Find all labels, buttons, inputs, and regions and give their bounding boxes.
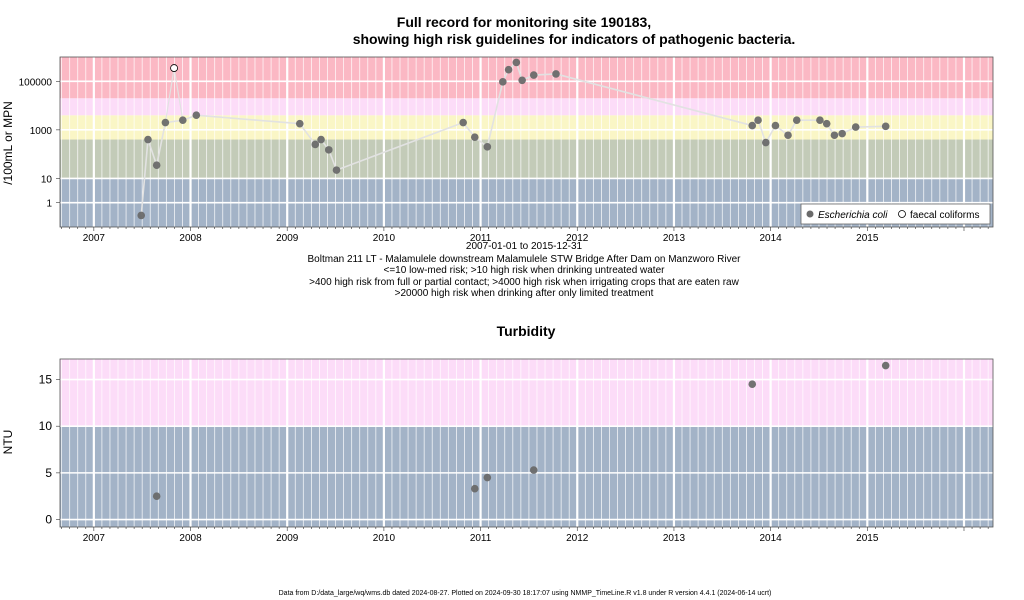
- x-tick-label: 2011: [470, 533, 492, 544]
- ecoli-point: [754, 116, 762, 124]
- ecoli-plot-panel: 2007 2008 2009 2010 2011 2012 2013 2014 2015 1 10 1…: [19, 56, 994, 244]
- ecoli-point: [332, 166, 341, 174]
- ecoli-point: [518, 76, 526, 85]
- ecoli-point: [192, 111, 201, 120]
- ecoli-point: [838, 129, 846, 138]
- turbidity-point: [483, 473, 492, 482]
- legend-faecal-marker: [898, 210, 906, 218]
- ecoli-point: [161, 118, 170, 127]
- y-tick-label: 15: [39, 373, 53, 387]
- caption-date-range: 2007-01-01 to 2015-12-31: [466, 241, 583, 252]
- x-tick-label: 2010: [373, 533, 396, 544]
- legend-ecoli-marker: [806, 210, 814, 218]
- x-tick-label: 2009: [276, 533, 299, 544]
- ecoli-trend-line: [140, 60, 886, 216]
- legend: Escherichia coli faecal coliforms: [800, 203, 991, 225]
- ecoli-point: [881, 122, 890, 131]
- x-tick-label: 2015: [856, 533, 879, 544]
- legend-faecal-label: faecal coliforms: [910, 210, 979, 221]
- x-tick-label: 2008: [179, 533, 202, 544]
- caption-site-name: Boltman 211 LT - Malamulele downstream M…: [308, 254, 742, 265]
- ecoli-point: [144, 135, 152, 144]
- ecoli-point: [459, 118, 467, 127]
- turbidity-point: [881, 361, 890, 370]
- turbidity-plot-panel: 2007 2008 2009 2010 2011 2012 2013 2014 2015 0 5 10…: [39, 358, 994, 544]
- ecoli-point: [784, 131, 792, 140]
- turbidity-point: [152, 492, 161, 501]
- plot-frame: [59, 358, 994, 528]
- ecoli-point: [470, 133, 479, 141]
- ecoli-point: [324, 146, 333, 154]
- y-tick-label: 1: [46, 199, 52, 210]
- ecoli-point: [822, 119, 831, 128]
- ecoli-point: [311, 140, 320, 149]
- ecoli-point: [761, 138, 770, 147]
- ecoli-point: [529, 71, 538, 79]
- ecoli-point: [504, 65, 513, 74]
- ecoli-point: [295, 119, 304, 128]
- x-tick-label: 2013: [663, 233, 686, 244]
- y-tick-label: 10: [39, 419, 53, 433]
- turbidity-point: [748, 380, 757, 389]
- y-axis-title-top: /100mL or MPN: [1, 101, 15, 185]
- x-tick-label: 2012: [566, 533, 589, 544]
- ecoli-point: [816, 116, 824, 124]
- legend-box: [800, 203, 991, 225]
- caption-risk-1: <=10 low-med risk; >10 high risk when dr…: [384, 265, 666, 276]
- ecoli-point: [748, 121, 757, 130]
- x-tick-label: 2007: [83, 533, 106, 544]
- x-tick-label: 2007: [83, 233, 106, 244]
- y-tick-label: 100000: [19, 77, 53, 88]
- risk-band-1: [60, 359, 993, 427]
- y-tick-label: 10: [41, 174, 53, 185]
- x-tick-label: 2014: [760, 533, 783, 544]
- ecoli-point: [483, 143, 492, 151]
- x-tick-label: 2011: [470, 233, 492, 244]
- ecoli-point: [499, 78, 507, 86]
- y-tick-label: 5: [45, 466, 52, 480]
- chart-title-line1: Full record for monitoring site 190183,: [397, 14, 651, 30]
- ecoli-point: [771, 121, 780, 130]
- x-tick-label: 2014: [760, 233, 783, 244]
- legend-ecoli-label: Escherichia coli: [818, 210, 888, 221]
- x-tick-label: 2012: [566, 233, 589, 244]
- x-tick-label: 2013: [663, 533, 686, 544]
- footer-note: Data from D:/data_large/wq/wms.db dated …: [279, 590, 772, 597]
- ecoli-point: [178, 116, 187, 124]
- ecoli-point: [317, 135, 325, 144]
- ecoli-point: [792, 116, 801, 124]
- ecoli-point: [137, 211, 146, 220]
- faecal-link-line: [164, 67, 175, 123]
- caption-risk-2: >400 high risk from full or partial cont…: [309, 277, 739, 288]
- y-tick-label: 0: [45, 513, 52, 527]
- risk-band-1: [60, 139, 993, 179]
- ecoli-point: [851, 123, 860, 131]
- turbidity-title: Turbidity: [497, 323, 556, 339]
- y-tick-label: 1000: [30, 126, 53, 137]
- ecoli-point: [830, 131, 839, 140]
- turbidity-point: [529, 466, 538, 474]
- chart-title-line2: showing high risk guidelines for indicat…: [353, 31, 796, 47]
- ecoli-point: [512, 58, 521, 67]
- risk-band-0: [60, 426, 993, 527]
- y-axis-title-bottom: NTU: [1, 430, 15, 455]
- risk-band-3: [60, 98, 993, 116]
- turbidity-point: [470, 484, 479, 493]
- caption-risk-3: >20000 high risk when drinking after onl…: [395, 288, 654, 299]
- ecoli-point: [152, 161, 161, 170]
- faecal-link-line: [173, 67, 184, 121]
- plot-frame: [59, 56, 994, 228]
- x-tick-label: 2010: [373, 233, 396, 244]
- ecoli-point: [552, 70, 560, 78]
- x-tick-label: 2015: [856, 233, 879, 244]
- faecal-coliform-point: [170, 64, 178, 72]
- x-tick-label: 2009: [276, 233, 299, 244]
- x-tick-label: 2008: [179, 233, 202, 244]
